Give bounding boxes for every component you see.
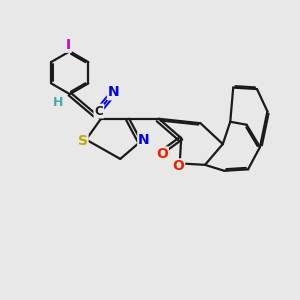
Text: N: N (138, 133, 150, 147)
Text: C: C (94, 105, 103, 118)
Text: H: H (53, 96, 64, 109)
Text: O: O (156, 148, 168, 161)
Text: O: O (172, 159, 184, 173)
Text: I: I (66, 38, 71, 52)
Text: S: S (77, 134, 88, 148)
Text: N: N (108, 85, 120, 99)
